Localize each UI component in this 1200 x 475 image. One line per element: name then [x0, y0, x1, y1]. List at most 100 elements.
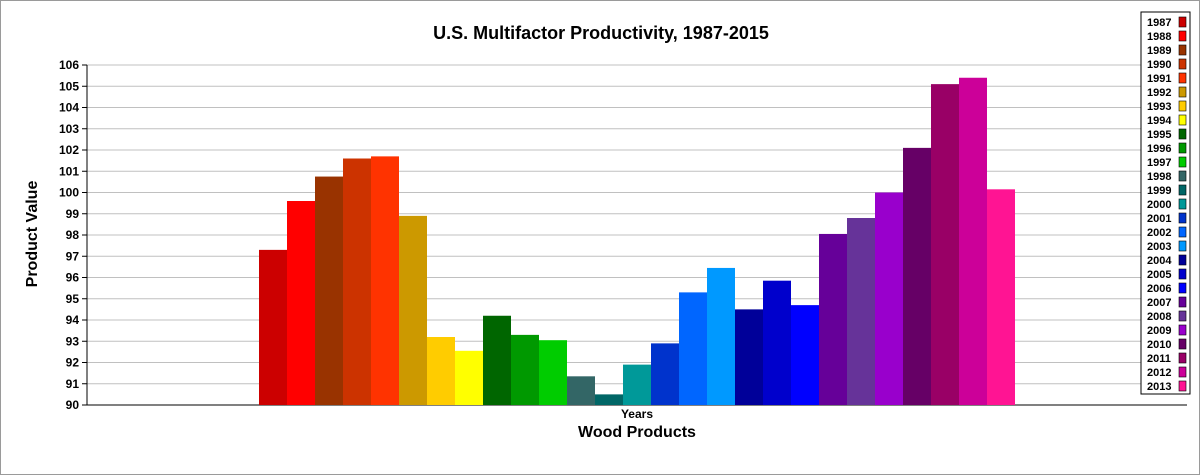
y-tick-label: 99 — [66, 207, 80, 221]
y-tick-label: 92 — [66, 356, 80, 370]
y-tick-label: 106 — [59, 58, 79, 72]
legend-label: 1993 — [1147, 101, 1171, 113]
y-tick-label: 90 — [66, 398, 80, 412]
legend-label: 2001 — [1147, 213, 1171, 225]
legend-swatch — [1178, 142, 1187, 154]
bar-2011 — [931, 84, 959, 405]
legend-label: 2012 — [1147, 367, 1171, 379]
bar-2000 — [623, 364, 651, 405]
legend-swatch — [1178, 16, 1187, 28]
bar-1988 — [287, 201, 315, 405]
bar-1992 — [399, 215, 427, 405]
legend-swatch — [1178, 100, 1187, 112]
legend-label: 1995 — [1147, 129, 1171, 141]
legend-label: 2009 — [1147, 325, 1171, 337]
legend-label: 1997 — [1147, 157, 1171, 169]
bar-1991 — [371, 156, 399, 405]
bars — [259, 77, 1015, 405]
legend-swatch — [1178, 310, 1187, 322]
bar-1987 — [259, 249, 287, 405]
chart-title: U.S. Multifactor Productivity, 1987-2015 — [433, 23, 769, 43]
legend-label: 2005 — [1147, 269, 1171, 281]
y-tick-label: 105 — [59, 79, 79, 93]
legend-swatch — [1178, 58, 1187, 70]
legend-swatch — [1178, 338, 1187, 350]
bar-2010 — [903, 147, 931, 405]
bar-1994 — [455, 350, 483, 405]
y-tick-label: 96 — [66, 271, 80, 285]
legend-label: 1996 — [1147, 143, 1171, 155]
bar-2002 — [679, 292, 707, 405]
legend-label: 1989 — [1147, 45, 1171, 57]
bar-1997 — [539, 340, 567, 405]
bar-2012 — [959, 77, 987, 405]
bar-1995 — [483, 315, 511, 405]
bar-2005 — [763, 280, 791, 405]
legend-swatch — [1178, 72, 1187, 84]
y-tick-label: 95 — [66, 292, 80, 306]
legend-swatch — [1178, 226, 1187, 238]
legend-label: 1990 — [1147, 59, 1171, 71]
legend-swatch — [1178, 184, 1187, 196]
legend-swatch — [1178, 114, 1187, 126]
y-axis-title: Product Value — [24, 181, 41, 288]
legend-swatch — [1178, 324, 1187, 336]
bar-1999 — [595, 394, 623, 405]
legend-swatch — [1178, 366, 1187, 378]
y-tick-label: 101 — [59, 164, 79, 178]
bar-1990 — [343, 158, 371, 405]
legend-swatch — [1178, 282, 1187, 294]
legend: 1987 1988 1989 1990 1991 1992 1993 1994 1995 1996… — [1140, 11, 1191, 395]
legend-swatch — [1178, 170, 1187, 182]
bar-2003 — [707, 267, 735, 405]
legend-swatch — [1178, 86, 1187, 98]
y-tick-label: 102 — [59, 143, 79, 157]
grid-lines — [87, 64, 1187, 406]
legend-label: 2008 — [1147, 311, 1171, 323]
legend-swatch — [1178, 296, 1187, 308]
legend-label: 1991 — [1147, 73, 1171, 85]
legend-label: 2013 — [1147, 381, 1171, 393]
legend-swatch — [1178, 156, 1187, 168]
legend-label: 2011 — [1147, 353, 1171, 365]
legend-label: 2007 — [1147, 297, 1171, 309]
legend-label: 2003 — [1147, 241, 1171, 253]
legend-label: 1999 — [1147, 185, 1171, 197]
bar-2013 — [987, 189, 1015, 405]
bar-1993 — [427, 337, 455, 405]
bar-1989 — [315, 176, 343, 405]
y-tick-label: 103 — [59, 122, 79, 136]
bar-2004 — [735, 309, 763, 405]
legend-label: 2002 — [1147, 227, 1171, 239]
bar-1996 — [511, 334, 539, 405]
legend-label: 2000 — [1147, 199, 1171, 211]
y-tick-label: 94 — [66, 313, 80, 327]
legend-label: 2010 — [1147, 339, 1171, 351]
legend-swatch — [1178, 30, 1187, 42]
legend-swatch — [1178, 380, 1187, 392]
legend-label: 2004 — [1147, 255, 1172, 267]
legend-swatch — [1178, 128, 1187, 140]
legend-label: 1987 — [1147, 17, 1171, 29]
bar-2007 — [819, 233, 847, 405]
legend-swatch — [1178, 352, 1187, 364]
y-tick-label: 98 — [66, 228, 80, 242]
bar-2001 — [651, 343, 679, 405]
legend-label: 1998 — [1147, 171, 1171, 183]
y-tick-label: 100 — [59, 186, 79, 200]
bar-1998 — [567, 376, 595, 405]
legend-swatch — [1178, 44, 1187, 56]
legend-label: 1992 — [1147, 87, 1171, 99]
legend-swatch — [1178, 240, 1187, 252]
x-category-label: Years — [621, 407, 653, 421]
legend-swatch — [1178, 268, 1187, 280]
legend-swatch — [1178, 198, 1187, 210]
bar-2006 — [791, 305, 819, 405]
legend-swatch — [1178, 254, 1187, 266]
x-axis-title: Wood Products — [578, 424, 696, 441]
bar-2008 — [847, 218, 875, 405]
y-tick-label: 104 — [59, 101, 79, 115]
y-tick-label: 93 — [66, 334, 80, 348]
legend-label: 1994 — [1147, 115, 1172, 127]
